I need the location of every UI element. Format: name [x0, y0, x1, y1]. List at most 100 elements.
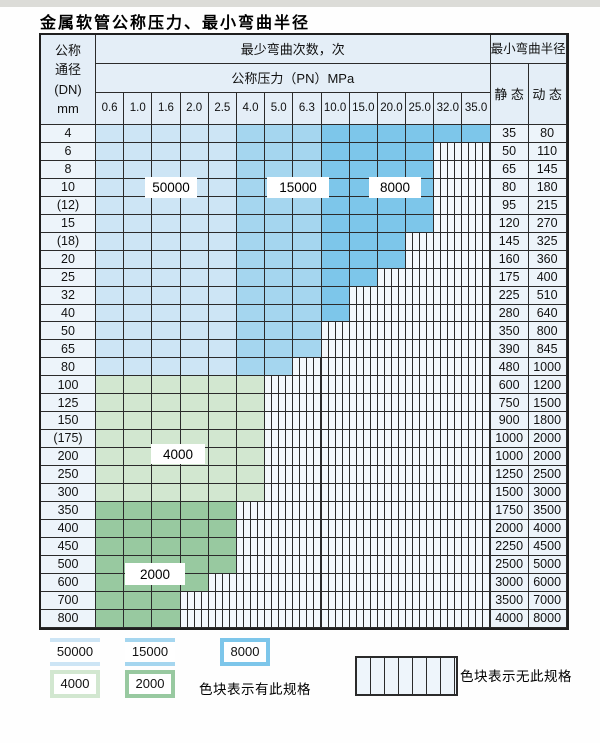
- spec-cell: [377, 232, 407, 251]
- spec-cell: [349, 232, 378, 251]
- no-spec-cell: [434, 555, 463, 574]
- spec-cell: [96, 232, 125, 251]
- no-spec-cell: [293, 466, 322, 485]
- no-spec-cell: [321, 555, 350, 574]
- no-spec-cell: [265, 484, 294, 503]
- dynamic-radius-cell: 4000: [528, 519, 567, 538]
- spec-cell: [236, 304, 266, 323]
- no-spec-cell: [349, 537, 378, 556]
- spec-cell: [265, 142, 294, 161]
- spec-cell: [293, 322, 322, 341]
- spec-cell: [96, 160, 125, 179]
- no-spec-cell: [377, 448, 407, 467]
- spec-cell: [96, 591, 125, 610]
- no-spec-cell: [406, 573, 435, 592]
- spec-cell: [321, 142, 350, 161]
- spec-cell: [124, 519, 153, 538]
- no-spec-cell: [462, 573, 491, 592]
- dn-cell: 125: [41, 394, 96, 413]
- no-spec-cell: [434, 340, 463, 359]
- spec-cell: [208, 286, 237, 305]
- no-spec-cell: [434, 376, 463, 395]
- static-radius-cell: 95: [490, 196, 529, 215]
- spec-cell: [96, 466, 125, 485]
- spec-cell: [152, 394, 181, 413]
- no-spec-cell: [293, 573, 322, 592]
- spec-cell: [96, 358, 125, 377]
- no-spec-cell: [406, 466, 435, 485]
- spec-cell: [236, 340, 266, 359]
- spec-cell: [236, 232, 266, 251]
- no-spec-cell: [349, 591, 378, 610]
- dynamic-radius-cell: 2000: [528, 448, 567, 467]
- static-radius-cell: 280: [490, 304, 529, 323]
- spec-cell: [180, 394, 209, 413]
- no-spec-cell: [377, 609, 407, 628]
- spec-cell: [349, 250, 378, 269]
- no-spec-cell: [321, 537, 350, 556]
- no-spec-cell: [265, 376, 294, 395]
- no-spec-cell: [236, 502, 266, 520]
- spec-cell: [180, 250, 209, 269]
- spec-cell: [180, 196, 209, 215]
- spec-cell: [377, 142, 407, 161]
- spec-cell: [208, 178, 237, 197]
- no-spec-cell: [434, 394, 463, 413]
- no-spec-cell: [462, 537, 491, 556]
- spec-cell: [321, 214, 350, 233]
- no-spec-cell: [349, 466, 378, 485]
- spec-cell: [124, 448, 153, 467]
- spec-cell: [208, 250, 237, 269]
- spec-cell: [208, 142, 237, 161]
- static-radius-cell: 2250: [490, 537, 529, 556]
- spec-cell: [152, 340, 181, 359]
- no-spec-cell: [321, 358, 350, 377]
- no-spec-cell: [434, 412, 463, 431]
- no-spec-cell: [293, 412, 322, 431]
- spec-cell: [152, 466, 181, 485]
- dynamic-radius-cell: 2500: [528, 466, 567, 485]
- spec-cell: [96, 573, 125, 592]
- cycle-count-tag: 50000: [145, 177, 197, 198]
- spec-cell: [180, 412, 209, 431]
- spec-cell: [208, 394, 237, 413]
- no-spec-cell: [462, 286, 491, 305]
- no-spec-cell: [434, 160, 463, 179]
- static-radius-cell: 120: [490, 214, 529, 233]
- spec-cell: [236, 358, 266, 377]
- no-spec-cell: [406, 232, 435, 251]
- no-spec-cell: [236, 555, 266, 574]
- spec-cell: [265, 250, 294, 269]
- legend-swatch-label: 50000: [49, 642, 101, 662]
- no-spec-cell: [434, 214, 463, 233]
- spec-cell: [96, 412, 125, 431]
- static-radius-cell: 4000: [490, 609, 529, 628]
- no-spec-cell: [462, 340, 491, 359]
- no-spec-cell: [293, 519, 322, 538]
- no-spec-cell: [462, 250, 491, 269]
- no-spec-cell: [321, 484, 350, 503]
- spec-cell: [236, 160, 266, 179]
- spec-cell: [349, 125, 378, 143]
- spec-cell: [293, 214, 322, 233]
- no-spec-cell: [349, 430, 378, 449]
- spec-cell: [180, 358, 209, 377]
- no-spec-cell: [265, 430, 294, 449]
- static-radius-cell: 80: [490, 178, 529, 197]
- spec-cell: [236, 268, 266, 287]
- no-spec-cell: [406, 268, 435, 287]
- no-spec-cell: [293, 609, 322, 628]
- no-spec-cell: [434, 268, 463, 287]
- legend-swatch: 2000: [125, 670, 175, 698]
- legend-swatch-label: 2000: [128, 674, 172, 694]
- no-spec-cell: [349, 519, 378, 538]
- no-spec-cell: [236, 573, 266, 592]
- spec-cell: [124, 412, 153, 431]
- spec-cell: [321, 268, 350, 287]
- no-spec-cell: [377, 537, 407, 556]
- no-spec-cell: [377, 484, 407, 503]
- static-radius-cell: 600: [490, 376, 529, 395]
- pressure-col-header: 4.0: [236, 93, 266, 125]
- spec-cell: [293, 304, 322, 323]
- spec-cell: [180, 555, 209, 574]
